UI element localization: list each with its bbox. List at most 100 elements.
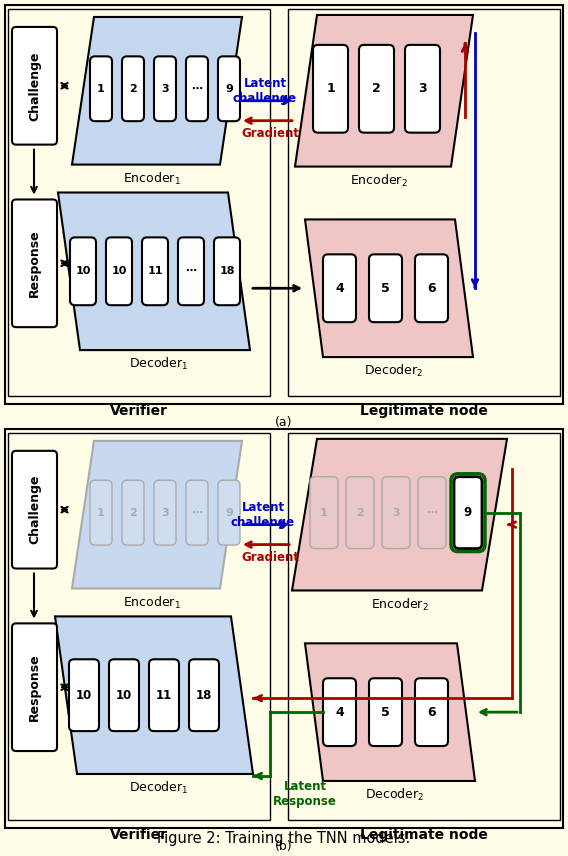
Text: 9: 9 xyxy=(464,506,472,520)
FancyBboxPatch shape xyxy=(90,56,112,122)
FancyBboxPatch shape xyxy=(69,659,99,731)
Text: 1: 1 xyxy=(97,84,105,94)
Text: 9: 9 xyxy=(225,84,233,94)
Text: ⋯: ⋯ xyxy=(191,508,203,518)
FancyBboxPatch shape xyxy=(313,45,348,133)
Polygon shape xyxy=(72,441,242,588)
Text: Verifier: Verifier xyxy=(110,828,168,841)
Text: 10: 10 xyxy=(116,689,132,702)
Bar xyxy=(8,9,270,396)
FancyBboxPatch shape xyxy=(189,659,219,731)
Polygon shape xyxy=(292,439,507,591)
FancyBboxPatch shape xyxy=(106,237,132,306)
FancyBboxPatch shape xyxy=(186,56,208,122)
Polygon shape xyxy=(55,616,253,774)
FancyBboxPatch shape xyxy=(323,678,356,746)
FancyBboxPatch shape xyxy=(369,254,402,322)
FancyBboxPatch shape xyxy=(415,254,448,322)
FancyBboxPatch shape xyxy=(12,623,57,751)
Polygon shape xyxy=(305,219,473,357)
FancyBboxPatch shape xyxy=(346,477,374,549)
Text: 10: 10 xyxy=(76,689,92,702)
FancyBboxPatch shape xyxy=(359,45,394,133)
Text: Encoder$_2$: Encoder$_2$ xyxy=(370,597,428,613)
Text: 3: 3 xyxy=(161,84,169,94)
Text: Encoder$_1$: Encoder$_1$ xyxy=(123,170,181,187)
Bar xyxy=(5,429,563,828)
Text: Verifier: Verifier xyxy=(110,404,168,418)
Text: Gradient: Gradient xyxy=(241,550,299,563)
Text: 1: 1 xyxy=(320,508,328,518)
Text: Latent
Response: Latent Response xyxy=(273,780,337,808)
Text: Latent
challenge: Latent challenge xyxy=(233,77,297,104)
Text: 10: 10 xyxy=(111,266,127,276)
Text: 5: 5 xyxy=(381,282,390,294)
FancyBboxPatch shape xyxy=(109,659,139,731)
FancyBboxPatch shape xyxy=(218,480,240,545)
Text: Challenge: Challenge xyxy=(28,475,41,544)
FancyBboxPatch shape xyxy=(149,659,179,731)
FancyBboxPatch shape xyxy=(12,199,57,327)
Text: ⋯: ⋯ xyxy=(427,508,437,518)
FancyBboxPatch shape xyxy=(369,678,402,746)
Text: 1: 1 xyxy=(97,508,105,518)
Text: Challenge: Challenge xyxy=(28,51,41,121)
FancyBboxPatch shape xyxy=(405,45,440,133)
Bar xyxy=(5,5,563,404)
FancyBboxPatch shape xyxy=(454,477,482,549)
FancyBboxPatch shape xyxy=(415,678,448,746)
Text: 18: 18 xyxy=(196,689,212,702)
Text: 3: 3 xyxy=(418,82,427,95)
Text: Encoder$_2$: Encoder$_2$ xyxy=(350,173,408,188)
Text: 18: 18 xyxy=(219,266,235,276)
Text: 4: 4 xyxy=(335,282,344,294)
FancyBboxPatch shape xyxy=(214,237,240,306)
Text: 2: 2 xyxy=(372,82,381,95)
Text: 5: 5 xyxy=(381,705,390,719)
Text: ⋯: ⋯ xyxy=(185,266,197,276)
FancyBboxPatch shape xyxy=(310,477,338,549)
Text: (b): (b) xyxy=(275,840,293,853)
Text: Encoder$_1$: Encoder$_1$ xyxy=(123,594,181,610)
Text: 6: 6 xyxy=(427,705,436,719)
FancyBboxPatch shape xyxy=(12,451,57,568)
Polygon shape xyxy=(295,15,473,167)
Text: 9: 9 xyxy=(225,508,233,518)
Text: 11: 11 xyxy=(147,266,163,276)
Text: Decoder$_1$: Decoder$_1$ xyxy=(130,356,189,372)
Text: 3: 3 xyxy=(161,508,169,518)
FancyBboxPatch shape xyxy=(418,477,446,549)
Text: Legitimate node: Legitimate node xyxy=(360,404,488,418)
Text: Decoder$_2$: Decoder$_2$ xyxy=(364,363,424,379)
Text: 3: 3 xyxy=(392,508,400,518)
Text: 2: 2 xyxy=(129,508,137,518)
Bar xyxy=(288,433,560,820)
Text: Gradient: Gradient xyxy=(241,127,299,140)
FancyBboxPatch shape xyxy=(323,254,356,322)
Text: 6: 6 xyxy=(427,282,436,294)
FancyBboxPatch shape xyxy=(218,56,240,122)
Polygon shape xyxy=(305,644,475,781)
FancyBboxPatch shape xyxy=(122,56,144,122)
Text: Response: Response xyxy=(28,653,41,721)
Polygon shape xyxy=(72,17,242,164)
FancyBboxPatch shape xyxy=(142,237,168,306)
Text: 2: 2 xyxy=(356,508,364,518)
Text: Decoder$_1$: Decoder$_1$ xyxy=(130,780,189,796)
Text: 2: 2 xyxy=(129,84,137,94)
Text: ⋯: ⋯ xyxy=(191,84,203,94)
Text: (a): (a) xyxy=(275,416,293,429)
FancyBboxPatch shape xyxy=(186,480,208,545)
Text: 11: 11 xyxy=(156,689,172,702)
Text: Decoder$_2$: Decoder$_2$ xyxy=(365,787,425,803)
FancyBboxPatch shape xyxy=(382,477,410,549)
Text: Latent
challenge: Latent challenge xyxy=(231,501,295,529)
Bar xyxy=(8,433,270,820)
FancyBboxPatch shape xyxy=(154,480,176,545)
Text: Legitimate node: Legitimate node xyxy=(360,828,488,841)
Polygon shape xyxy=(58,193,250,350)
Text: 1: 1 xyxy=(326,82,335,95)
FancyBboxPatch shape xyxy=(122,480,144,545)
Text: Response: Response xyxy=(28,229,41,297)
FancyBboxPatch shape xyxy=(12,27,57,145)
